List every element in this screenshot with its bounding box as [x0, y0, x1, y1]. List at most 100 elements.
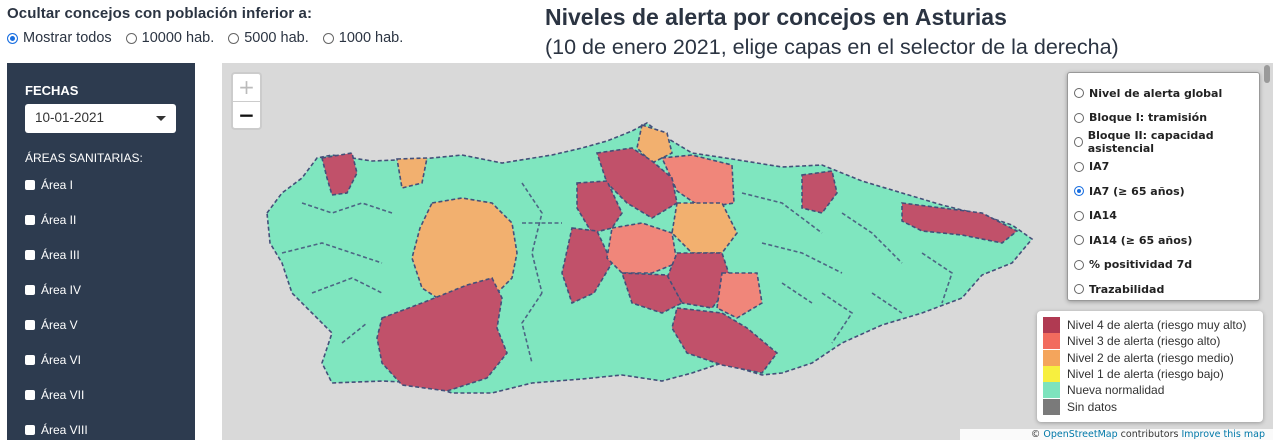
area-checkbox-item[interactable]: Área III: [25, 248, 80, 262]
area-checkbox-item[interactable]: Área VI: [25, 353, 81, 367]
zoom-control: + −: [231, 72, 262, 130]
checkbox[interactable]: [25, 180, 35, 190]
attribution-middle: contributors: [1117, 429, 1182, 440]
zoom-in-button[interactable]: +: [233, 74, 260, 102]
legend-label: Nivel 1 de alerta (riesgo bajo): [1067, 367, 1224, 382]
area-checkbox-item[interactable]: Área VII: [25, 388, 84, 402]
llanes-level4[interactable]: [901, 202, 1019, 244]
layer-option[interactable]: Bloque I: tramisión: [1074, 106, 1253, 131]
ribadesella-level4[interactable]: [801, 170, 838, 214]
checkbox[interactable]: [25, 215, 35, 225]
gijon-level3[interactable]: [660, 154, 735, 209]
central-level4-c[interactable]: [561, 227, 613, 305]
radio-icon[interactable]: [1074, 137, 1083, 148]
layer-option[interactable]: Trazabilidad: [1074, 277, 1253, 302]
area-label: Área IV: [41, 283, 82, 297]
layer-option[interactable]: Nivel de alerta global: [1074, 81, 1253, 106]
radio-icon[interactable]: [125, 32, 137, 44]
central-level4-b[interactable]: [576, 180, 623, 234]
filter-option[interactable]: 5000 hab.: [228, 30, 309, 46]
layer-option[interactable]: IA7 (≥ 65 años): [1074, 179, 1253, 204]
legend-swatch: [1043, 333, 1060, 350]
municipal-boundary: [281, 242, 383, 264]
radio-icon[interactable]: [1074, 112, 1084, 123]
mieres-level4[interactable]: [666, 252, 733, 309]
siero-level2[interactable]: [671, 202, 738, 254]
layer-option[interactable]: IA14: [1074, 204, 1253, 229]
checkbox[interactable]: [25, 390, 35, 400]
west-coast-level4[interactable]: [321, 152, 358, 196]
filter-option[interactable]: 10000 hab.: [125, 30, 215, 46]
legend-item: Nivel 4 de alerta (riesgo muy alto): [1043, 317, 1257, 334]
improve-map-link[interactable]: Improve this map: [1181, 429, 1265, 440]
checkbox[interactable]: [25, 425, 35, 435]
municipal-boundary: [761, 242, 843, 274]
aviles-level2[interactable]: [636, 123, 673, 164]
west-level2[interactable]: [396, 157, 428, 189]
legend-swatch: [1043, 366, 1060, 383]
legend-label: Nueva normalidad: [1067, 383, 1165, 398]
laviana-level3[interactable]: [716, 272, 763, 319]
radio-icon[interactable]: [1074, 161, 1084, 172]
langreo-level4[interactable]: [620, 272, 684, 314]
oviedo-level3[interactable]: [606, 222, 678, 274]
checkbox[interactable]: [25, 320, 35, 330]
layer-label: Bloque II: capacidad asistencial: [1087, 129, 1214, 156]
layer-option[interactable]: IA14 (≥ 65 años): [1074, 228, 1253, 253]
checkbox[interactable]: [25, 355, 35, 365]
radio-icon[interactable]: [1074, 284, 1084, 295]
municipal-boundary: [741, 192, 823, 234]
radio-icon[interactable]: [1074, 259, 1084, 270]
area-label: Área V: [41, 318, 78, 332]
area-checkbox-item[interactable]: Área IV: [25, 283, 81, 297]
aller-level4[interactable]: [671, 307, 779, 374]
area-checkbox-item[interactable]: Área II: [25, 213, 76, 227]
radio-icon[interactable]: [322, 32, 334, 44]
filter-title: Ocultar concejos con población inferior …: [7, 5, 313, 22]
legend-item: Nivel 2 de alerta (riesgo medio): [1043, 349, 1257, 366]
cangas-level4[interactable]: [376, 277, 508, 392]
layer-label: IA7: [1089, 160, 1110, 174]
area-checkbox-item[interactable]: Área VIII: [25, 423, 88, 437]
map[interactable]: + − Nivel de alerta global Bloque I: tram…: [222, 63, 1273, 440]
area-checkbox-item[interactable]: Área I: [25, 178, 73, 192]
radio-icon[interactable]: [1074, 186, 1084, 197]
legend-swatch: [1043, 349, 1060, 366]
radio-icon[interactable]: [7, 32, 18, 44]
filter-option-label: Mostrar todos: [23, 30, 112, 46]
radio-icon[interactable]: [1074, 88, 1084, 99]
radio-icon[interactable]: [1074, 235, 1084, 246]
radio-icon[interactable]: [1074, 210, 1084, 221]
filter-option[interactable]: 1000 hab.: [322, 30, 403, 46]
layer-option[interactable]: IA7: [1074, 155, 1253, 180]
legend-swatch: [1043, 382, 1060, 399]
layer-label: Trazabilidad: [1089, 282, 1165, 296]
legend-swatch: [1043, 317, 1060, 334]
area-checkbox-item[interactable]: Área V: [25, 318, 78, 332]
page-scrollbar[interactable]: [1263, 63, 1271, 440]
page-title: Niveles de alerta por concejos en Asturi…: [545, 4, 1007, 30]
osm-link[interactable]: OpenStreetMap: [1043, 429, 1118, 440]
date-select[interactable]: 10-01-2021: [25, 104, 176, 133]
tineo-level2[interactable]: [411, 197, 518, 302]
municipal-boundary: [921, 252, 953, 304]
attribution-prefix: ©: [1030, 429, 1044, 440]
legend: Nivel 4 de alerta (riesgo muy alto) Nivel…: [1037, 311, 1263, 422]
checkbox[interactable]: [25, 285, 35, 295]
population-filter: Ocultar concejos con población inferior …: [7, 5, 527, 46]
municipal-boundary: [821, 292, 854, 344]
legend-label: Sin datos: [1067, 399, 1118, 414]
layer-option[interactable]: % positividad 7d: [1074, 253, 1253, 278]
filter-option-label: 10000 hab.: [141, 30, 215, 46]
area-label: Área I: [41, 178, 74, 192]
filter-option[interactable]: Mostrar todos: [7, 30, 112, 46]
layer-option[interactable]: Bloque II: capacidad asistencial: [1074, 129, 1253, 156]
legend-item: Sin datos: [1043, 398, 1257, 415]
legend-label: Nivel 2 de alerta (riesgo medio): [1067, 350, 1234, 365]
layer-label: IA14 (≥ 65 años): [1089, 233, 1193, 247]
asturias-map[interactable]: [222, 63, 1273, 440]
radio-icon[interactable]: [228, 32, 240, 44]
scroll-thumb[interactable]: [1264, 65, 1270, 83]
checkbox[interactable]: [25, 250, 35, 260]
zoom-out-button[interactable]: −: [238, 103, 255, 127]
